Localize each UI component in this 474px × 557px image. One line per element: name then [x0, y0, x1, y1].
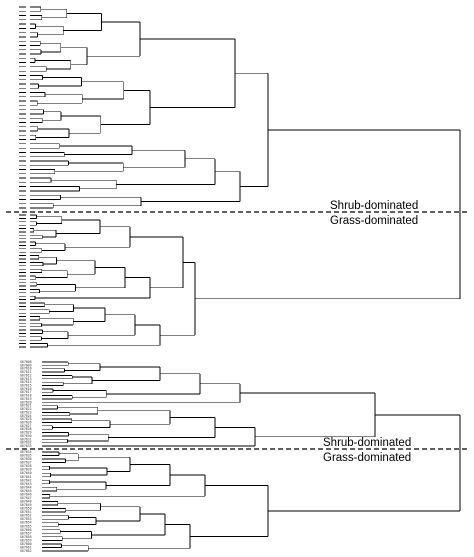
leaf-label: G67622	[20, 407, 32, 411]
leaf-label: G67628	[20, 427, 32, 431]
upper-dendrogram	[19, 6, 461, 348]
upper-group-divider: Shrub-dominated Grass-dominated	[6, 200, 468, 227]
leaf-label: G67638	[20, 464, 32, 468]
leaf-label: G67648	[20, 500, 32, 504]
upper-branches	[30, 6, 461, 348]
leaf-label: G67633	[20, 444, 32, 448]
leaf-label: G67659	[20, 538, 32, 542]
lower-leaf-labels: G67608G67609G67610G67611G67612G67613G676…	[20, 360, 32, 553]
upper-shrub-label: Shrub-dominated	[330, 200, 418, 212]
leaf-label: G67623	[20, 410, 32, 414]
leaf-label: G67626	[20, 420, 32, 424]
leaf-label: G67632	[20, 441, 32, 445]
leaf-label: G67621	[20, 404, 32, 408]
leaf-label: G67651	[20, 510, 32, 514]
leaf-label: G67620	[20, 400, 32, 404]
leaf-label: G67656	[20, 528, 32, 532]
leaf-label: G67640	[20, 471, 32, 475]
leaf-label: G67609	[20, 363, 32, 367]
leaf-label: G67617	[20, 390, 32, 394]
leaf-label: G67644	[20, 485, 32, 489]
leaf-label: G67631	[20, 437, 32, 441]
leaf-label: G67645	[20, 489, 32, 493]
leaf-label: G67641	[20, 475, 32, 479]
leaf-label: G67614	[20, 380, 32, 384]
leaf-label: G67613	[20, 377, 32, 381]
leaf-label: G67658	[20, 535, 32, 539]
leaf-label: G67618	[20, 394, 32, 398]
leaf-label: G67662	[20, 549, 32, 553]
leaf-label: G67608	[20, 360, 32, 364]
leaf-label: G67616	[20, 387, 32, 391]
leaf-label: G67629	[20, 431, 32, 435]
upper-grass-label: Grass-dominated	[330, 215, 418, 227]
leaf-label: G67610	[20, 367, 32, 371]
leaf-label: G67657	[20, 531, 32, 535]
leaf-label: G67655	[20, 524, 32, 528]
leaf-label: G67636	[20, 457, 32, 461]
leaf-label: G67619	[20, 397, 32, 401]
leaf-label: G67637	[20, 461, 32, 465]
leaf-label: G67635	[20, 454, 32, 458]
leaf-label: G67649	[20, 503, 32, 507]
leaf-label: G67630	[20, 434, 32, 438]
upper-leaf-labels	[19, 6, 26, 348]
leaf-label: G67647	[20, 496, 32, 500]
leaf-label: G67624	[20, 414, 32, 418]
leaf-label: G67634	[20, 450, 32, 454]
leaf-label: G67639	[20, 468, 32, 472]
leaf-label: G67627	[20, 424, 32, 428]
leaf-label: G67612	[20, 373, 32, 377]
leaf-label: G67615	[20, 384, 32, 388]
leaf-label: G67642	[20, 478, 32, 482]
leaf-label: G67625	[20, 417, 32, 421]
leaf-label: G67652	[20, 514, 32, 518]
leaf-label: G67643	[20, 482, 32, 486]
lower-branches	[42, 361, 461, 552]
leaf-label: G67661	[20, 545, 32, 549]
lower-grass-label: Grass-dominated	[323, 452, 411, 464]
leaf-label: G67653	[20, 517, 32, 521]
lower-group-divider: Shrub-dominated Grass-dominated	[6, 437, 468, 464]
leaf-label: G67660	[20, 542, 32, 546]
leaf-label: G67611	[20, 370, 32, 374]
leaf-label: G67646	[20, 492, 32, 496]
leaf-label: G67650	[20, 507, 32, 511]
lower-dendrogram: G67608G67609G67610G67611G67612G67613G676…	[20, 360, 461, 553]
leaf-label: G67654	[20, 521, 32, 525]
lower-shrub-label: Shrub-dominated	[323, 437, 411, 449]
